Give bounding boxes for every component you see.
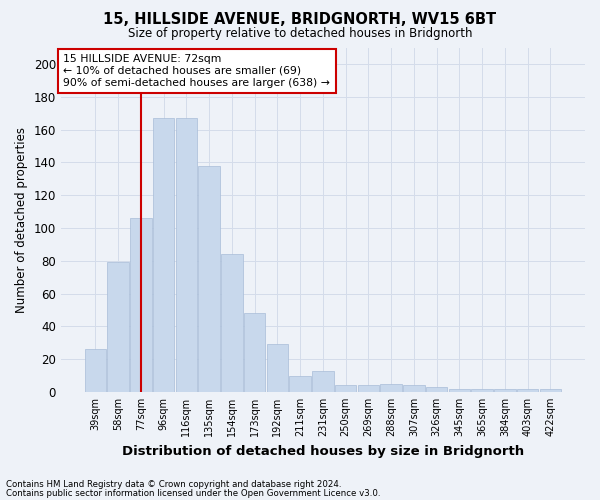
Bar	[358, 386, 379, 392]
Bar	[403, 386, 425, 392]
Bar	[312, 370, 334, 392]
Bar	[426, 387, 448, 392]
Bar	[449, 388, 470, 392]
Bar	[130, 218, 152, 392]
Text: Size of property relative to detached houses in Bridgnorth: Size of property relative to detached ho…	[128, 28, 472, 40]
Bar	[472, 388, 493, 392]
Bar	[244, 313, 265, 392]
Bar	[221, 254, 243, 392]
Bar	[107, 262, 129, 392]
Bar	[539, 388, 561, 392]
X-axis label: Distribution of detached houses by size in Bridgnorth: Distribution of detached houses by size …	[122, 444, 524, 458]
Bar	[335, 386, 356, 392]
Bar	[153, 118, 175, 392]
Bar	[85, 350, 106, 392]
Bar	[176, 118, 197, 392]
Bar	[517, 388, 538, 392]
Text: 15, HILLSIDE AVENUE, BRIDGNORTH, WV15 6BT: 15, HILLSIDE AVENUE, BRIDGNORTH, WV15 6B…	[103, 12, 497, 28]
Y-axis label: Number of detached properties: Number of detached properties	[15, 126, 28, 312]
Bar	[494, 388, 515, 392]
Bar	[266, 344, 288, 392]
Text: 15 HILLSIDE AVENUE: 72sqm
← 10% of detached houses are smaller (69)
90% of semi-: 15 HILLSIDE AVENUE: 72sqm ← 10% of detac…	[64, 54, 330, 88]
Bar	[199, 166, 220, 392]
Text: Contains HM Land Registry data © Crown copyright and database right 2024.: Contains HM Land Registry data © Crown c…	[6, 480, 341, 489]
Bar	[289, 376, 311, 392]
Bar	[380, 384, 402, 392]
Text: Contains public sector information licensed under the Open Government Licence v3: Contains public sector information licen…	[6, 489, 380, 498]
